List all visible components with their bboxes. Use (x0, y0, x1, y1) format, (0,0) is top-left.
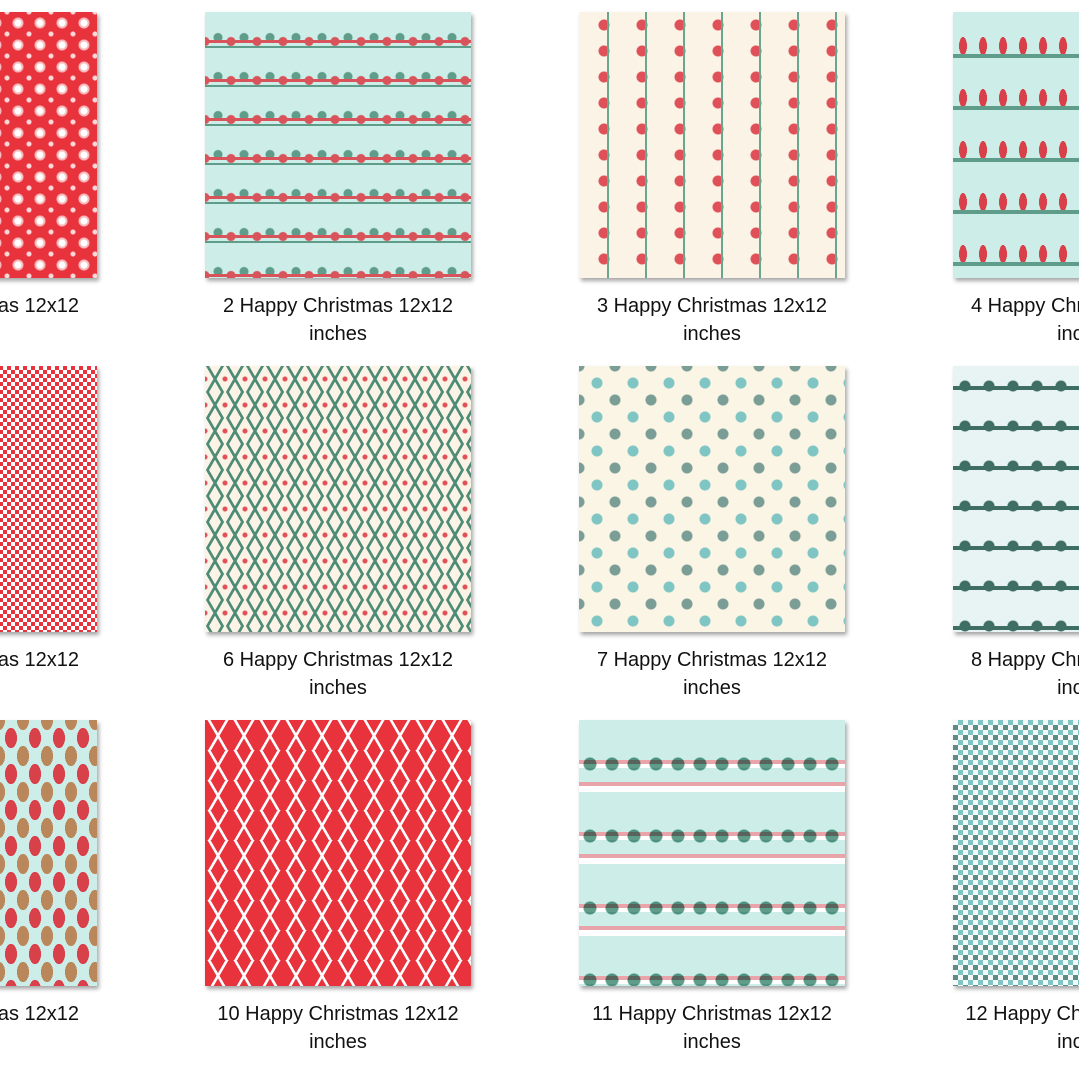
file-name[interactable]: 1 Happy Christmas 12x12 inches (0, 295, 80, 317)
file-name[interactable]: 4 Happy Christmas 12x12 inches (970, 295, 1079, 345)
thumbnail[interactable] (0, 366, 97, 632)
file-name[interactable]: 6 Happy Christmas 12x12 inches (222, 649, 454, 699)
file-name[interactable]: 10 Happy Christmas 12x12 inches (217, 1003, 459, 1053)
file-name[interactable]: 11 Happy Christmas 12x12 inches (592, 1003, 832, 1053)
thumbnail[interactable] (579, 366, 845, 632)
thumbnail[interactable] (205, 720, 471, 986)
thumbnail[interactable] (0, 12, 97, 278)
thumbnail[interactable] (579, 720, 845, 986)
file-item[interactable]: 5 Happy Christmas 12x12 inches (0, 366, 114, 706)
file-name[interactable]: 5 Happy Christmas 12x12 inches (0, 649, 80, 671)
file-item[interactable]: 12 Happy Christmas 12x12 inches (936, 720, 1079, 1060)
file-name[interactable]: 3 Happy Christmas 12x12 inches (596, 295, 828, 345)
file-item[interactable]: 10 Happy Christmas 12x12 inches (188, 720, 488, 1060)
file-name[interactable]: 2 Happy Christmas 12x12 inches (222, 295, 454, 345)
file-item[interactable]: 8 Happy Christmas 12x12 inches (936, 366, 1079, 706)
file-item[interactable]: 1 Happy Christmas 12x12 inches (0, 12, 114, 352)
thumbnail[interactable] (953, 12, 1079, 278)
file-item[interactable]: 7 Happy Christmas 12x12 inches (562, 366, 862, 706)
thumbnail[interactable] (579, 12, 845, 278)
file-item[interactable]: 9 Happy Christmas 12x12 inches (0, 720, 114, 1060)
file-name[interactable]: 8 Happy Christmas 12x12 inches (970, 649, 1079, 699)
file-item[interactable]: 3 Happy Christmas 12x12 inches (562, 12, 862, 352)
thumbnail[interactable] (205, 12, 471, 278)
file-name[interactable]: 12 Happy Christmas 12x12 inches (965, 1003, 1079, 1053)
file-name[interactable]: 9 Happy Christmas 12x12 inches (0, 1003, 80, 1025)
file-item[interactable]: 11 Happy Christmas 12x12 inches (562, 720, 862, 1060)
thumbnail[interactable] (205, 366, 471, 632)
file-item[interactable]: 4 Happy Christmas 12x12 inches (936, 12, 1079, 352)
thumbnail[interactable] (953, 366, 1079, 632)
file-name[interactable]: 7 Happy Christmas 12x12 inches (596, 649, 828, 699)
file-item[interactable]: 6 Happy Christmas 12x12 inches (188, 366, 488, 706)
thumbnail[interactable] (0, 720, 97, 986)
thumbnail[interactable] (953, 720, 1079, 986)
file-item[interactable]: 2 Happy Christmas 12x12 inches (188, 12, 488, 352)
